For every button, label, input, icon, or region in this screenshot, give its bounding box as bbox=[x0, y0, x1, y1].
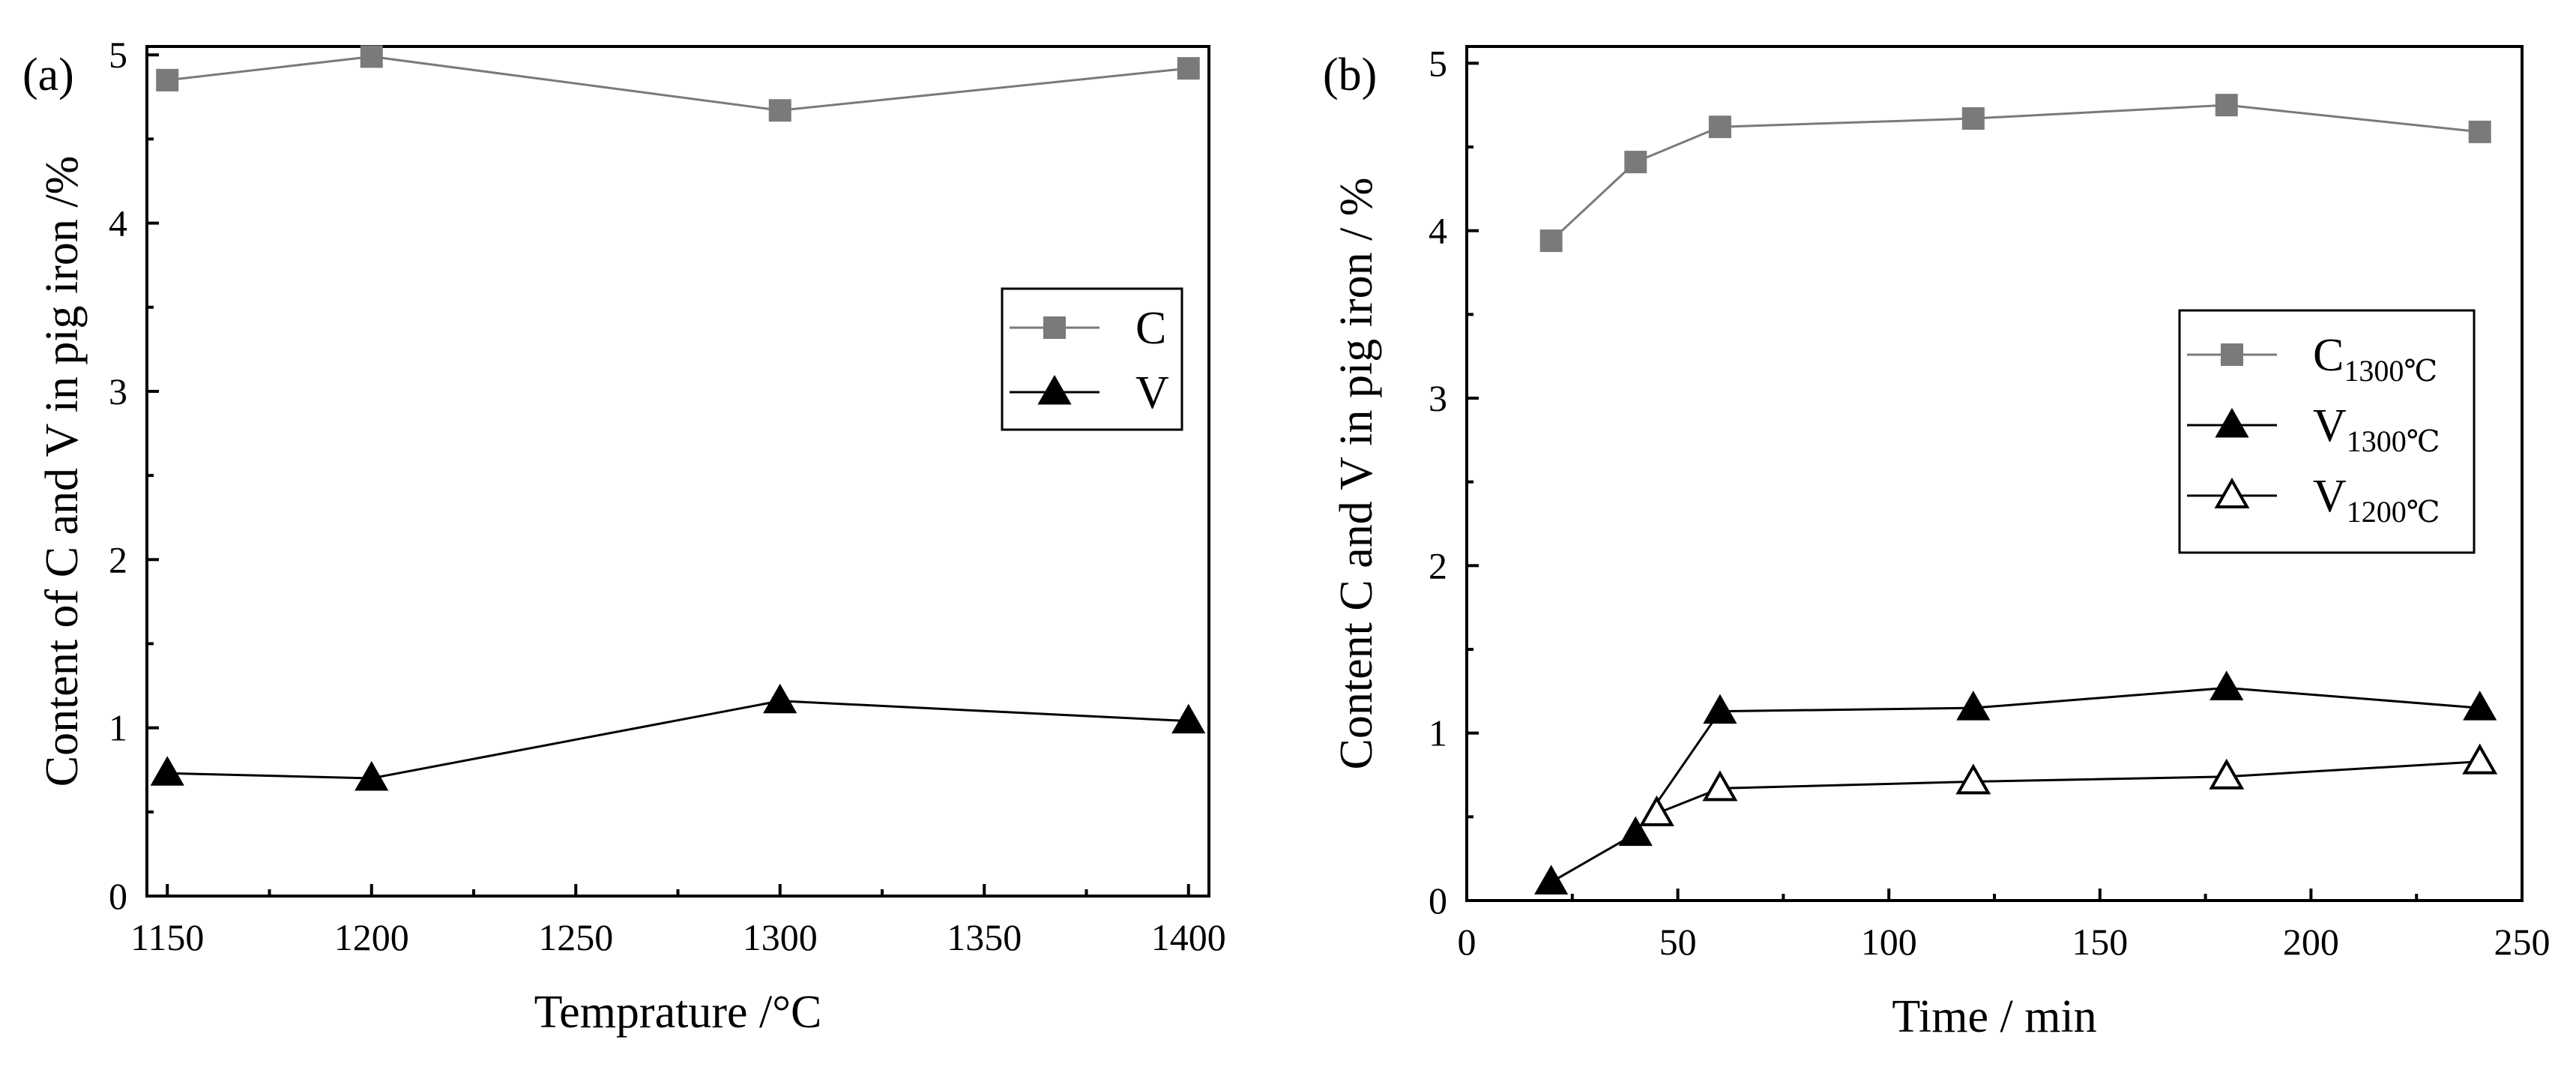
data-point bbox=[1177, 57, 1200, 80]
legend-label-name: C bbox=[2313, 330, 2344, 381]
x-tick-label: 1350 bbox=[947, 916, 1022, 958]
x-axis-title: Temprature /°C bbox=[534, 987, 822, 1038]
x-tick-label: 150 bbox=[2072, 921, 2128, 963]
x-tick-label: 50 bbox=[1659, 921, 1697, 963]
data-point bbox=[1618, 816, 1653, 847]
legend-marker bbox=[1037, 374, 1072, 405]
x-tick-label: 1250 bbox=[538, 916, 613, 958]
y-tick-label: 3 bbox=[1429, 377, 1447, 419]
legend-marker bbox=[2215, 407, 2249, 438]
series-v bbox=[150, 683, 1206, 791]
data-point bbox=[2209, 670, 2244, 700]
legend-box bbox=[1001, 287, 1183, 431]
x-tick-label: 1300 bbox=[743, 916, 818, 958]
data-point bbox=[1961, 107, 1985, 130]
data-point bbox=[768, 99, 791, 122]
legend-label: C1300℃ bbox=[2313, 330, 2437, 388]
legend-entry: C1300℃ bbox=[2187, 330, 2437, 388]
panel-b: 0 50 100 150 200 250 0 1 2 3 4 5 Time / min Content C… bbox=[1323, 42, 2551, 1042]
data-point bbox=[1638, 795, 1674, 826]
data-point bbox=[1703, 694, 1737, 724]
panel-label: (b) bbox=[1323, 49, 1377, 100]
data-point bbox=[355, 760, 389, 791]
legend-label: C bbox=[1135, 303, 1166, 354]
series-line bbox=[167, 700, 1189, 780]
legend-entry: V bbox=[1010, 367, 1169, 418]
data-point bbox=[150, 756, 184, 786]
legend-label-subscript: 1300℃ bbox=[2347, 424, 2440, 458]
x-tick-label: 1400 bbox=[1151, 916, 1226, 958]
legend-label-name: V bbox=[1135, 367, 1169, 418]
legend-label-subscript: 1300℃ bbox=[2344, 354, 2437, 388]
panel-a: 1150 1200 1250 1300 1350 1400 0 1 2 3 4 5 Temprature… bbox=[22, 34, 1226, 1038]
data-point bbox=[1539, 229, 1563, 253]
data-point bbox=[1955, 763, 1991, 795]
series-v-1 bbox=[1534, 670, 2497, 895]
legend-label: V1200℃ bbox=[2313, 471, 2440, 529]
y-tick-label: 3 bbox=[109, 370, 127, 412]
x-tick-label: 250 bbox=[2494, 921, 2551, 963]
series-line bbox=[1550, 103, 2480, 242]
y-tick-label: 5 bbox=[109, 34, 127, 76]
data-point bbox=[1171, 703, 1206, 734]
legend-label: V1300℃ bbox=[2313, 400, 2440, 458]
y-tick-label: 2 bbox=[1429, 544, 1447, 586]
legend-marker bbox=[2221, 343, 2243, 366]
legend-label-name: V bbox=[2313, 471, 2347, 522]
y-axis-title: Content C and V in pig iron / % bbox=[1331, 178, 1382, 770]
x-tick-label: 1200 bbox=[334, 916, 409, 958]
data-point bbox=[2463, 691, 2497, 721]
data-point bbox=[2468, 120, 2491, 143]
data-point bbox=[1624, 151, 1647, 174]
legend-marker bbox=[2214, 477, 2250, 508]
y-tick-label: 4 bbox=[109, 202, 127, 244]
legend-label-name: C bbox=[1135, 303, 1166, 354]
plot-frame bbox=[145, 45, 1210, 898]
x-tick-label: 200 bbox=[2283, 921, 2339, 963]
panel-label: (a) bbox=[22, 49, 74, 100]
series-line bbox=[167, 55, 1189, 112]
data-point bbox=[1956, 691, 1991, 721]
data-point bbox=[360, 45, 383, 68]
data-point bbox=[2215, 94, 2238, 117]
x-tick-label: 0 bbox=[1458, 921, 1476, 963]
y-tick-label: 5 bbox=[1429, 42, 1447, 84]
series-c-0 bbox=[1539, 94, 2491, 253]
data-point bbox=[156, 68, 179, 91]
data-point bbox=[2462, 743, 2498, 775]
legend-entry: V1300℃ bbox=[2187, 400, 2440, 458]
y-tick-label: 0 bbox=[1429, 880, 1447, 922]
y-tick-label: 1 bbox=[1429, 712, 1447, 754]
y-tick-label: 0 bbox=[109, 875, 127, 917]
legend-marker bbox=[1043, 316, 1066, 339]
x-tick-label: 1150 bbox=[130, 916, 204, 958]
legend-entry: V1200℃ bbox=[2187, 471, 2440, 529]
legend: CV bbox=[1001, 287, 1183, 431]
x-tick-label: 100 bbox=[1861, 921, 1917, 963]
data-point bbox=[763, 683, 797, 714]
series-line bbox=[1656, 760, 2480, 815]
series-line bbox=[1550, 686, 2480, 883]
y-tick-label: 4 bbox=[1429, 210, 1447, 252]
data-point bbox=[1534, 865, 1569, 895]
legend-label-name: V bbox=[2313, 400, 2347, 451]
series-c bbox=[156, 45, 1200, 122]
y-axis-title: Content of C and V in pig iron /% bbox=[37, 156, 88, 787]
data-point bbox=[1708, 115, 1731, 139]
series-v-2 bbox=[1638, 743, 2498, 826]
x-axis-title: Time / min bbox=[1892, 991, 2096, 1042]
legend-label-subscript: 1200℃ bbox=[2347, 495, 2440, 529]
data-point bbox=[1702, 770, 1738, 802]
y-tick-label: 1 bbox=[109, 707, 127, 749]
legend-entry: C bbox=[1010, 303, 1166, 354]
legend-label: V bbox=[1135, 367, 1169, 418]
data-point bbox=[2209, 758, 2245, 790]
y-tick-label: 2 bbox=[109, 538, 127, 580]
